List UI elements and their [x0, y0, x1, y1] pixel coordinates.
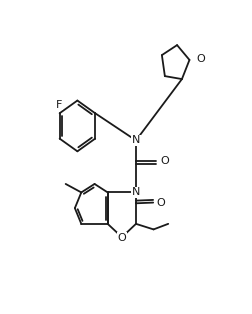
Text: F: F: [55, 100, 62, 110]
Text: O: O: [196, 54, 205, 64]
Text: N: N: [132, 135, 140, 145]
Text: O: O: [117, 233, 126, 243]
Text: O: O: [157, 198, 165, 208]
Text: N: N: [132, 187, 140, 198]
Text: O: O: [160, 156, 169, 166]
